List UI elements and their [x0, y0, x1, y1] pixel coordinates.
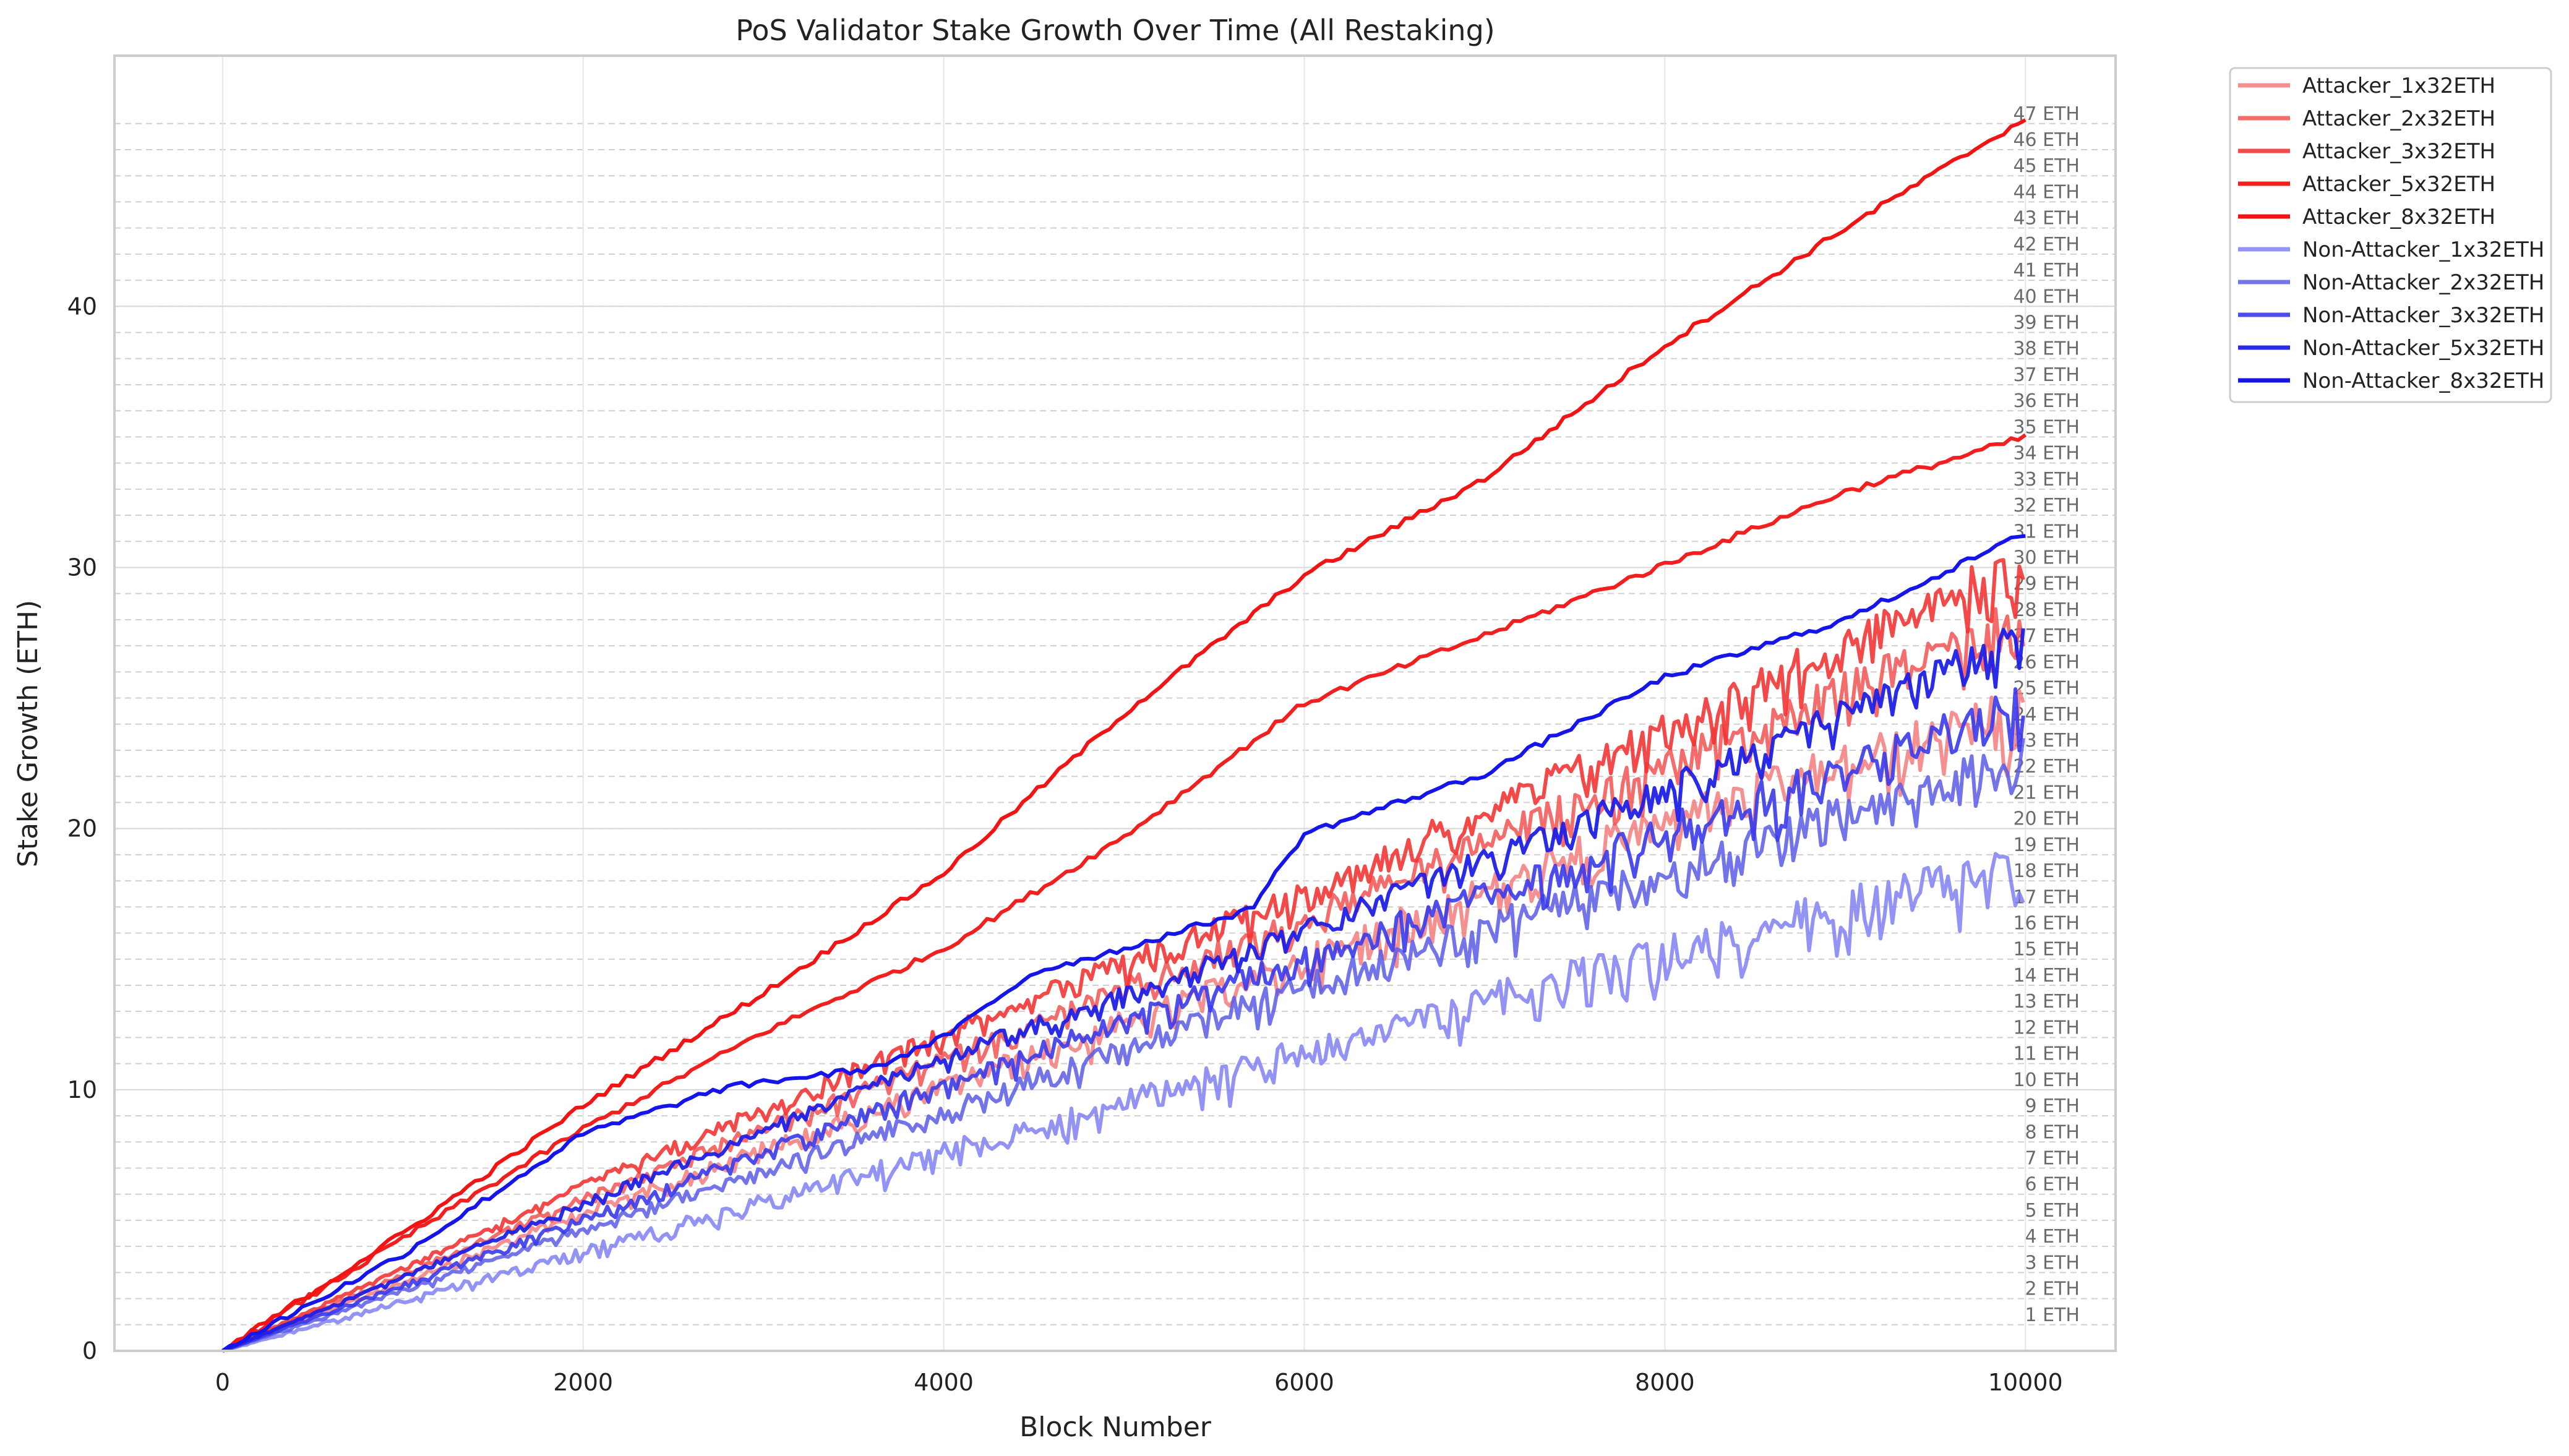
- reference-line-label: 9 ETH: [2025, 1095, 2080, 1117]
- y-tick-label: 20: [67, 815, 97, 842]
- series-line-attacker-8x32eth: [221, 118, 2026, 1353]
- reference-line-label: 45 ETH: [2013, 155, 2080, 177]
- reference-line-label: 1 ETH: [2025, 1304, 2080, 1326]
- y-tick-label: 0: [82, 1337, 97, 1364]
- reference-line-label: 14 ETH: [2013, 965, 2080, 987]
- series-lines: [221, 118, 2027, 1353]
- reference-line-label: 15 ETH: [2013, 939, 2080, 961]
- reference-line-label: 25 ETH: [2013, 678, 2080, 700]
- reference-line-label: 22 ETH: [2013, 756, 2080, 777]
- y-axis-label: Stake Growth (ETH): [12, 600, 44, 867]
- x-tick-label: 8000: [1635, 1369, 1695, 1396]
- legend-label-non-attacker-1x32eth: Non-Attacker_1x32ETH: [2302, 238, 2544, 262]
- series-line-non-attacker-2x32eth: [221, 737, 2025, 1353]
- reference-line-label: 16 ETH: [2013, 913, 2080, 935]
- reference-line-label: 44 ETH: [2013, 181, 2080, 203]
- reference-line-label: 21 ETH: [2013, 782, 2080, 803]
- reference-line-label: 28 ETH: [2013, 599, 2080, 621]
- y-tick-label: 30: [67, 554, 97, 581]
- x-tick-label: 0: [215, 1369, 230, 1396]
- reference-line-label: 42 ETH: [2013, 234, 2080, 255]
- legend-label-attacker-5x32eth: Attacker_5x32ETH: [2302, 172, 2495, 197]
- reference-line-label: 13 ETH: [2013, 991, 2080, 1013]
- legend-label-non-attacker-3x32eth: Non-Attacker_3x32ETH: [2302, 303, 2544, 328]
- x-tick-label: 2000: [553, 1369, 613, 1396]
- reference-line-label: 38 ETH: [2013, 338, 2080, 360]
- legend-label-attacker-2x32eth: Attacker_2x32ETH: [2302, 106, 2495, 131]
- x-axis-label: Block Number: [1019, 1411, 1212, 1443]
- x-tick-label: 6000: [1274, 1369, 1334, 1396]
- x-tick-label: 4000: [914, 1369, 974, 1396]
- reference-line-label: 8 ETH: [2025, 1121, 2080, 1143]
- reference-line-label: 7 ETH: [2025, 1147, 2080, 1169]
- reference-line-label: 2 ETH: [2025, 1278, 2080, 1300]
- series-line-non-attacker-3x32eth: [221, 687, 2025, 1353]
- reference-line-label: 11 ETH: [2013, 1043, 2080, 1065]
- y-tick-label: 40: [67, 293, 97, 320]
- legend-label-non-attacker-2x32eth: Non-Attacker_2x32ETH: [2302, 270, 2544, 295]
- reference-line-label: 17 ETH: [2013, 886, 2080, 908]
- legend-label-non-attacker-8x32eth: Non-Attacker_8x32ETH: [2302, 369, 2544, 393]
- reference-line-label: 39 ETH: [2013, 312, 2080, 334]
- legend-frame: [2229, 67, 2552, 403]
- series-line-non-attacker-1x32eth: [222, 852, 2025, 1353]
- legend-label-non-attacker-5x32eth: Non-Attacker_5x32ETH: [2302, 336, 2544, 361]
- reference-line-label: 10 ETH: [2013, 1069, 2080, 1091]
- series-line-attacker-5x32eth: [221, 433, 2027, 1353]
- reference-line-label: 32 ETH: [2013, 495, 2080, 516]
- x-tick-label: 10000: [1988, 1369, 2063, 1396]
- reference-line-label: 34 ETH: [2013, 443, 2080, 465]
- reference-line-label: 5 ETH: [2025, 1200, 2080, 1222]
- reference-line-label: 30 ETH: [2013, 547, 2080, 568]
- reference-line-label: 33 ETH: [2013, 469, 2080, 490]
- reference-line-label: 41 ETH: [2013, 260, 2080, 281]
- legend: Attacker_1x32ETH Attacker_2x32ETH Attacker…: [2229, 67, 2552, 403]
- series-line-attacker-3x32eth: [221, 558, 2025, 1353]
- reference-line-label: 43 ETH: [2013, 208, 2080, 229]
- reference-line-label: 36 ETH: [2013, 390, 2080, 412]
- reference-line-label: 31 ETH: [2013, 521, 2080, 542]
- reference-line-label: 18 ETH: [2013, 860, 2080, 882]
- reference-line-label: 20 ETH: [2013, 808, 2080, 830]
- reference-line-label: 12 ETH: [2013, 1017, 2080, 1038]
- axis-ticks: 0 2000 4000 6000 8000 10000 0 10 20 30 40: [67, 293, 2063, 1396]
- reference-line-label: 26 ETH: [2013, 651, 2080, 673]
- plot-frame: [113, 54, 2117, 1352]
- reference-line-label: 46 ETH: [2013, 129, 2080, 151]
- series-line-non-attacker-8x32eth: [221, 534, 2026, 1353]
- reference-line-label: 6 ETH: [2025, 1174, 2080, 1196]
- y-tick-label: 10: [67, 1076, 97, 1103]
- legend-label-attacker-8x32eth: Attacker_8x32ETH: [2302, 205, 2495, 229]
- legend-label-attacker-3x32eth: Attacker_3x32ETH: [2302, 139, 2495, 164]
- reference-line-label: 40 ETH: [2013, 286, 2080, 307]
- reference-line-label: 37 ETH: [2013, 364, 2080, 386]
- reference-line-label: 3 ETH: [2025, 1252, 2080, 1274]
- chart-title: PoS Validator Stake Growth Over Time (Al…: [736, 14, 1495, 47]
- reference-line-label: 19 ETH: [2013, 834, 2080, 856]
- reference-line-label: 4 ETH: [2025, 1226, 2080, 1248]
- series-line-non-attacker-5x32eth: [221, 628, 2025, 1353]
- legend-label-attacker-1x32eth: Attacker_1x32ETH: [2302, 74, 2495, 98]
